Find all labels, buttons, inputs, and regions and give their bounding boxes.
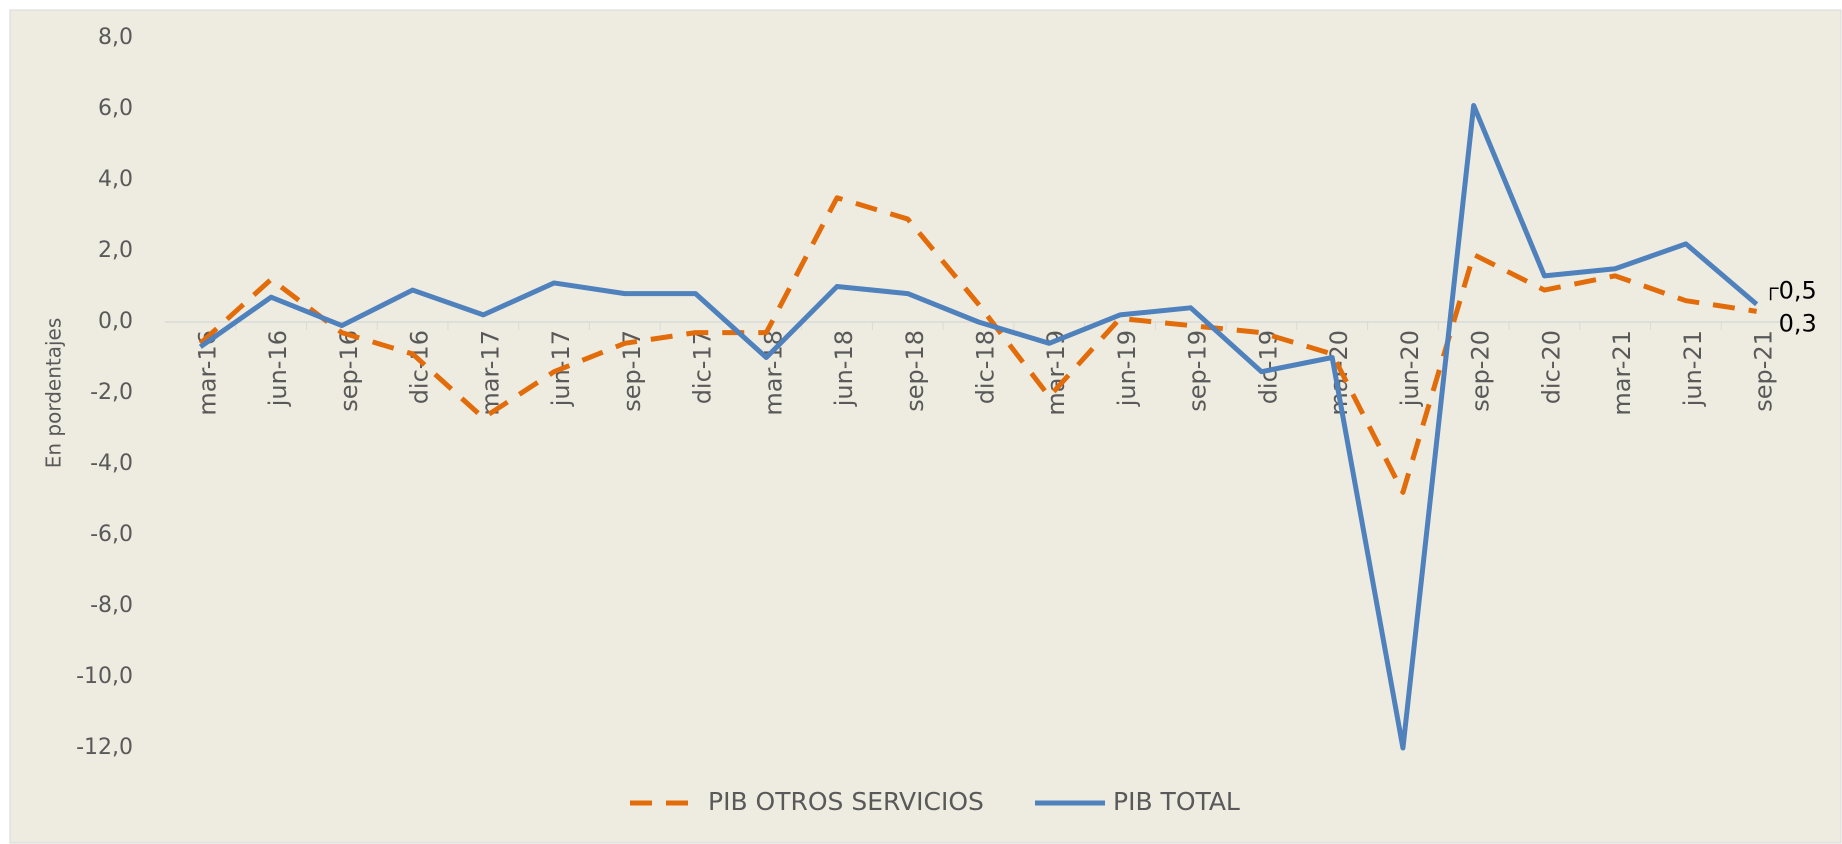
y-tick-label: 2,0 (98, 238, 133, 263)
x-tick-label: jun-20 (1396, 330, 1424, 407)
y-tick-label: -8,0 (90, 593, 133, 618)
y-axis-label: En pordentajes (42, 318, 66, 469)
y-tick-label: -4,0 (90, 451, 133, 476)
data-label: 0,3 (1779, 309, 1817, 337)
series-line (198, 102, 1759, 751)
label-leader (1769, 287, 1779, 301)
x-tick-label: sep-20 (1467, 330, 1495, 412)
x-tick-label: jun-18 (830, 330, 858, 407)
x-tick-label: dic-18 (972, 330, 1000, 404)
x-tick-label: dic-16 (406, 330, 434, 404)
series-line (198, 195, 1758, 495)
x-tick-label: mar-17 (476, 330, 504, 416)
x-tick-label: dic-20 (1537, 330, 1565, 404)
x-tick-label: jun-21 (1679, 330, 1707, 407)
x-tick-label: sep-18 (901, 330, 929, 412)
x-tick-label: mar-21 (1608, 330, 1636, 416)
y-tick-label: 6,0 (98, 96, 133, 121)
y-tick-label: -12,0 (76, 735, 133, 760)
legend-label: PIB TOTAL (1113, 787, 1240, 816)
y-tick-label: -10,0 (76, 664, 133, 689)
legend-label: PIB OTROS SERVICIOS (708, 787, 984, 816)
x-tick-label: dic-17 (689, 330, 717, 404)
y-tick-label: 0,0 (98, 309, 133, 334)
y-tick-label: 4,0 (98, 167, 133, 192)
y-tick-label: -2,0 (90, 380, 133, 405)
x-tick-label: jun-16 (264, 330, 292, 407)
data-label: 0,5 (1779, 276, 1817, 304)
x-tick-label: sep-21 (1750, 330, 1778, 412)
chart-background (9, 9, 1842, 844)
y-tick-label: 8,0 (98, 25, 133, 50)
y-tick-label: -6,0 (90, 522, 133, 547)
x-tick-label: sep-16 (335, 330, 363, 412)
x-tick-label: sep-19 (1184, 330, 1212, 412)
x-tick-label: jun-19 (1113, 330, 1141, 407)
